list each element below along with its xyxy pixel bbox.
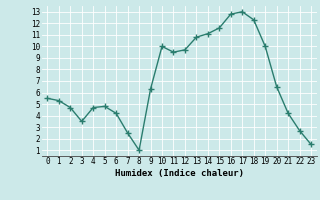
X-axis label: Humidex (Indice chaleur): Humidex (Indice chaleur) [115, 169, 244, 178]
